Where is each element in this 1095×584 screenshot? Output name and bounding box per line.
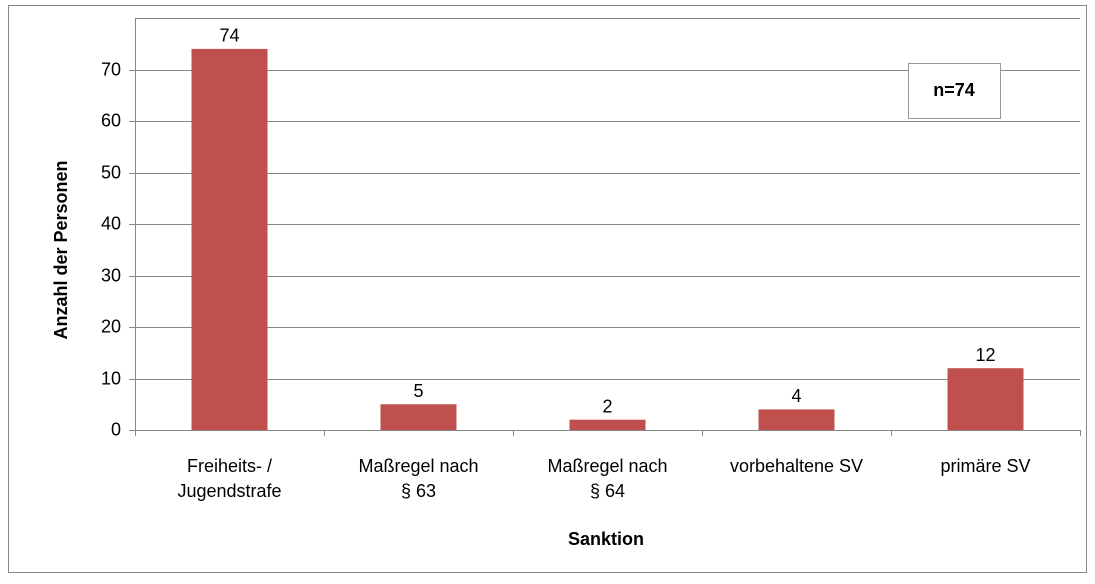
plot-area: 0 10 20 30 40 50 60 70 74 Freiheits- / Jugendstraf… [101,18,1081,501]
data-label: 5 [413,381,423,401]
annotation: n=74 [933,80,975,100]
bar [758,409,835,430]
bar [380,404,457,430]
data-label: 74 [219,26,239,46]
y-axis-title: Anzahl der Personen [51,160,71,339]
y-tick-label: 0 [111,419,121,439]
y-tick-label: 40 [101,213,121,233]
x-tick-label: Maßregel nach § 64 [547,456,667,501]
bar [947,368,1024,430]
y-tick-label: 50 [101,162,121,182]
x-axis-title: Sanktion [568,529,644,549]
x-tick-label: Freiheits- / Jugendstrafe [177,456,281,501]
data-label: 12 [975,345,995,365]
annotation-box [908,63,1001,119]
data-label: 2 [602,396,612,416]
bar [569,419,646,430]
x-tick-label: vorbehaltene SV [730,456,863,476]
y-tick-label: 20 [101,316,121,336]
y-tick-label: 60 [101,110,121,130]
y-tick-label: 70 [101,59,121,79]
data-label: 4 [791,386,801,406]
x-tick-label: primäre SV [940,456,1030,476]
chart-border [8,5,1087,573]
x-tick-label: Maßregel nach § 63 [358,456,478,501]
bar [191,48,268,431]
y-tick-label: 10 [101,368,121,388]
y-tick-label: 30 [101,265,121,285]
